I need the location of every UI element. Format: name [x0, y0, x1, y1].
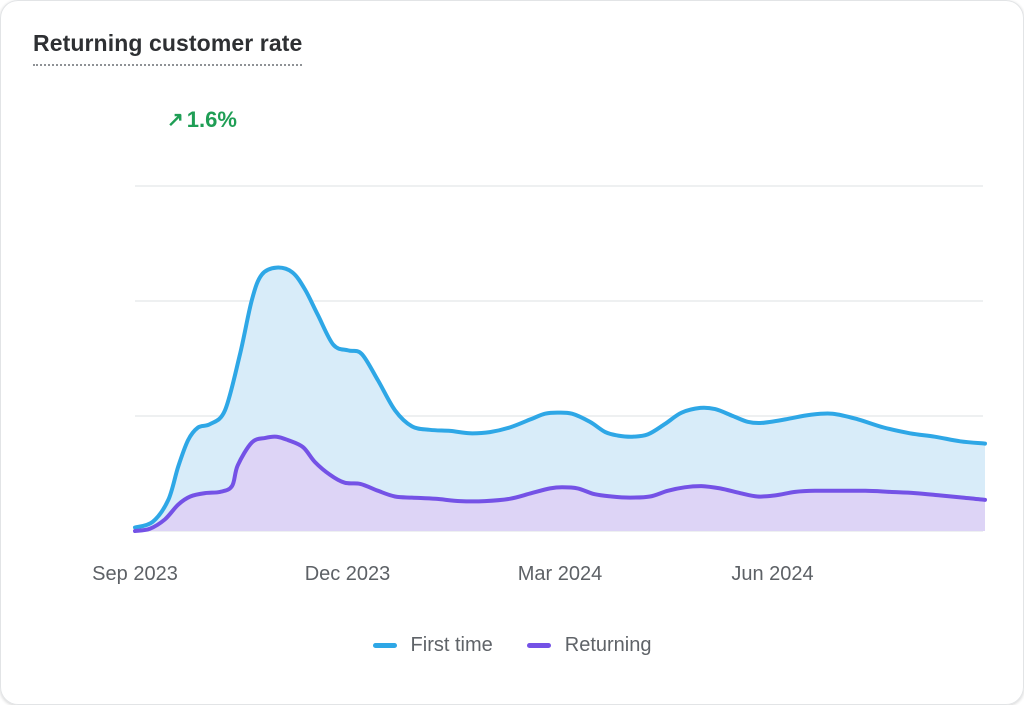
- returning-area: [135, 436, 985, 531]
- x-axis-label: Dec 2023: [304, 563, 391, 585]
- first-time-area: [135, 267, 985, 531]
- legend-dash-icon: [372, 643, 397, 648]
- first-time-line: [133, 265, 987, 530]
- legend-item-returning: Returning: [526, 634, 652, 657]
- x-axis-label: Jun 2024: [731, 563, 814, 585]
- legend-item-first-time: First time: [372, 634, 493, 657]
- trend-value: 1.6%: [186, 107, 237, 132]
- legend-dash-icon: [526, 643, 551, 648]
- card-title[interactable]: Returning customer rate: [33, 30, 303, 66]
- chart-legend: First time Returning: [0, 634, 1024, 657]
- trend-metric: ↗ 1.6%: [167, 107, 237, 133]
- x-axis-label: Mar 2024: [517, 563, 603, 585]
- returning-line: [133, 434, 987, 533]
- legend-label: First time: [410, 634, 493, 656]
- trend-up-arrow-icon: ↗: [167, 109, 184, 131]
- legend-label: Returning: [564, 634, 652, 656]
- x-axis-label: Sep 2023: [92, 563, 178, 585]
